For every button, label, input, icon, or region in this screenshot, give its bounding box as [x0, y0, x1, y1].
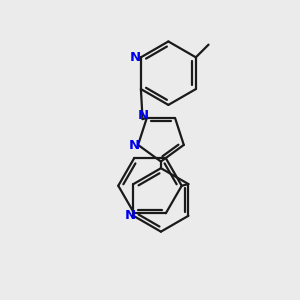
Text: N: N	[130, 51, 141, 64]
Text: N: N	[138, 109, 149, 122]
Text: N: N	[128, 139, 140, 152]
Text: N: N	[125, 209, 136, 222]
